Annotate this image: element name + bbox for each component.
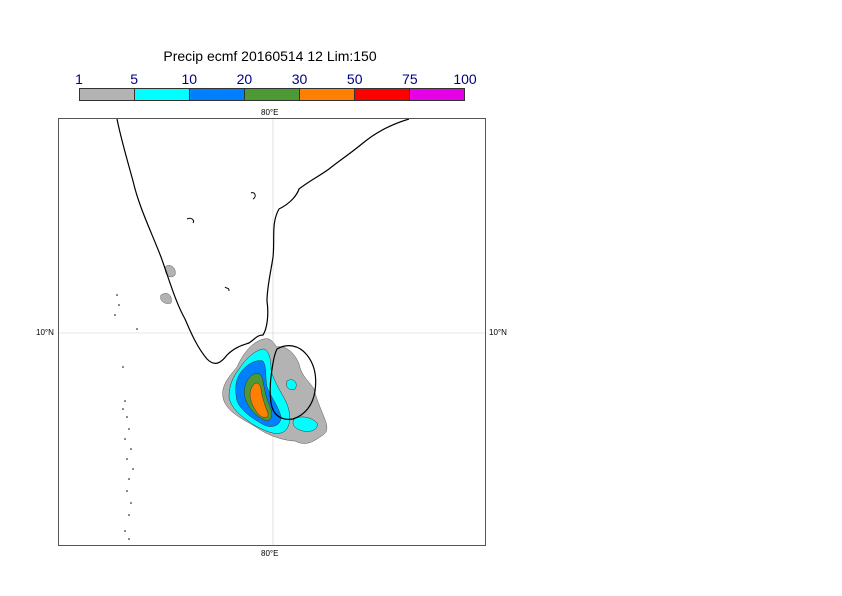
legend-label: 100	[453, 71, 477, 87]
map-title: Precip ecmf 20160514 12 Lim:150	[163, 48, 377, 64]
india-coast	[116, 119, 410, 364]
lat-label-right: 10°N	[489, 328, 507, 337]
map-svg	[59, 119, 485, 545]
precip-band-30-50	[249, 382, 269, 418]
legend-label: 30	[291, 71, 308, 87]
atolls	[114, 294, 138, 540]
legend-labels: 1 5 10 20 30 50 75 100	[60, 71, 500, 89]
legend-label: 10	[181, 71, 198, 87]
island-2	[250, 192, 256, 200]
precip-band-1-5-west2	[160, 293, 172, 304]
legend-swatch	[355, 89, 410, 100]
color-legend	[79, 88, 465, 101]
lat-label-left: 10°N	[36, 328, 54, 337]
precip-band-5-10-ne	[286, 379, 297, 390]
lon-label-bottom: 80°E	[261, 549, 279, 558]
legend-label: 20	[236, 71, 253, 87]
legend-label: 1	[75, 71, 83, 87]
island-3	[224, 286, 230, 292]
precip-field	[160, 265, 328, 444]
precip-band-5-10-east	[292, 416, 318, 432]
legend-swatch	[300, 89, 355, 100]
island-1	[186, 217, 194, 224]
legend-label: 5	[130, 71, 139, 87]
legend-label: 50	[346, 71, 363, 87]
legend-swatch	[190, 89, 245, 100]
legend-swatch	[410, 89, 464, 100]
map-panel	[58, 118, 486, 546]
legend-label: 75	[402, 71, 418, 87]
legend-swatch	[135, 89, 190, 100]
legend-swatch	[80, 89, 135, 100]
legend-swatch	[245, 89, 300, 100]
lon-label-top: 80°E	[261, 108, 279, 117]
coastline	[116, 119, 410, 420]
sri-lanka-coast	[269, 345, 317, 420]
